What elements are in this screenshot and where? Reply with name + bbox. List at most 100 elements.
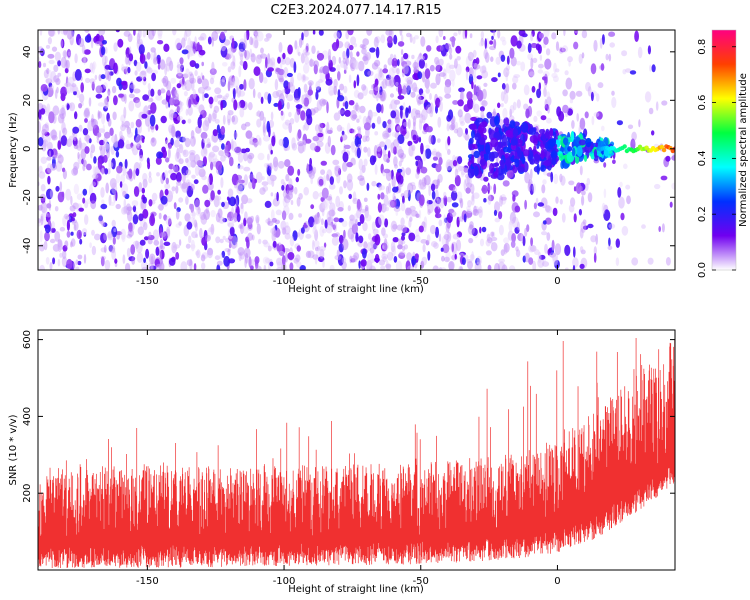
spectrogram-cell (486, 111, 493, 119)
spectrogram-cell (200, 254, 206, 262)
spectrogram-cell (651, 64, 656, 73)
spectrogram-cell (307, 89, 314, 96)
spectrogram-cell (503, 117, 510, 126)
spectrogram-cell (455, 163, 461, 173)
spectrogram-cell (46, 188, 53, 200)
spectrogram-cell (357, 175, 365, 181)
spectrogram-cell (257, 92, 262, 99)
spectrogram-cell (289, 262, 294, 270)
spectrogram-cell (236, 165, 244, 170)
spectrogram-cell (517, 166, 525, 173)
spectrogram-cell (319, 202, 326, 213)
spectrogram-cell (551, 32, 557, 40)
snr-xlabel: Height of straight line (km) (288, 584, 424, 595)
spectrogram-cell (260, 53, 267, 59)
colorbar-label: Normalized spectral amplitude (738, 73, 749, 227)
spectrogram-cell (189, 203, 193, 210)
spectrogram-cell (170, 137, 174, 146)
spectrogram-cell (343, 180, 347, 189)
spectrogram-cell (208, 96, 214, 105)
spectrogram-cell (150, 47, 156, 53)
spectrogram-cell (159, 249, 162, 262)
spectrogram-cell (469, 254, 475, 260)
spectrogram-cell (84, 118, 88, 123)
spectrogram-cell (282, 136, 289, 149)
spectrogram-cell (91, 62, 95, 74)
spectrogram-cell (82, 188, 88, 196)
spectrogram-cell (304, 55, 309, 65)
spectrogram-cell (472, 209, 479, 216)
spectrogram-cell (357, 127, 362, 139)
spectrogram-cell (156, 57, 161, 65)
spectrogram-cell (189, 60, 196, 68)
spectrogram-cell (110, 188, 116, 195)
spectrogram-cell (563, 137, 569, 146)
spectrogram-cell (220, 46, 228, 58)
spectrogram-cell (301, 32, 304, 41)
spectrogram-cell (387, 119, 392, 125)
spectrogram-cell (350, 141, 355, 150)
spectrogram-cell (586, 177, 591, 186)
spectrogram-cell (168, 257, 176, 266)
spectrogram-cell (41, 129, 47, 136)
spectrogram-cell (112, 236, 116, 245)
spectrogram-cell (486, 37, 489, 49)
spectrogram-cell (95, 173, 102, 182)
colorbar-gradient (712, 30, 736, 270)
spectrogram-cell (422, 149, 427, 162)
spectrogram-cell (367, 70, 374, 77)
spectrogram-cell (403, 244, 408, 250)
spectrogram-cell (498, 224, 504, 236)
spectrogram-cell (204, 86, 212, 91)
spectrogram-cell (197, 78, 203, 85)
spectrogram-cell (632, 140, 636, 145)
spectrogram-cell (545, 204, 551, 213)
spectrogram-cell (542, 170, 548, 176)
spectrogram-cell (456, 127, 463, 138)
spectrogram-cell (469, 123, 477, 131)
spectrogram-cell (391, 57, 398, 68)
spectrogram-cell (276, 266, 284, 270)
spectrogram-cell (447, 136, 451, 146)
spectrogram-cell (449, 53, 453, 60)
spectrogram-cell (41, 211, 46, 221)
spectrogram-cell (350, 51, 354, 59)
spectrogram-cell (221, 201, 225, 208)
spectrogram-cell (195, 234, 199, 238)
spectrogram-cell (471, 80, 474, 90)
spectrogram-cell (208, 153, 212, 163)
spectrogram-cell (455, 45, 462, 54)
spectrogram-cell (270, 209, 275, 220)
spectrogram-cell (100, 232, 107, 244)
spectrogram-cell (66, 230, 71, 238)
spectrogram-cell (281, 184, 285, 191)
spectrogram-cell (583, 154, 588, 162)
spectrogram-cell (297, 87, 301, 97)
spectrogram-cell (207, 247, 214, 256)
spectrogram-cell (505, 83, 510, 94)
spectrogram-cell (60, 135, 68, 147)
spectrogram-cell (287, 44, 293, 55)
spectrogram-cell (466, 182, 473, 188)
spectrogram-cell (384, 78, 392, 87)
spectrogram-cell (387, 150, 391, 159)
spectrogram-cell (202, 120, 210, 132)
spectrogram-cell (97, 132, 102, 138)
spectrogram-cell (448, 64, 456, 70)
spectrogram-cell (187, 118, 192, 124)
spectrogram-cell (535, 43, 541, 51)
spectrogram-cell (305, 250, 312, 258)
spectrogram-cell (486, 233, 491, 242)
spectrogram-cell (533, 202, 538, 210)
spectrogram-cell (435, 206, 439, 219)
spectrogram-cell (225, 93, 230, 98)
spectrogram-cell (352, 197, 359, 205)
spectrogram-cell (443, 36, 446, 40)
spectrogram-cell (323, 175, 327, 186)
spectrogram-cell (84, 214, 89, 226)
spectrogram-cell (409, 33, 413, 44)
spectrogram-cell (38, 61, 42, 68)
spectrogram-cell (411, 54, 415, 60)
spectrogram-cell (350, 36, 357, 46)
spectrogram-cell (300, 227, 305, 234)
